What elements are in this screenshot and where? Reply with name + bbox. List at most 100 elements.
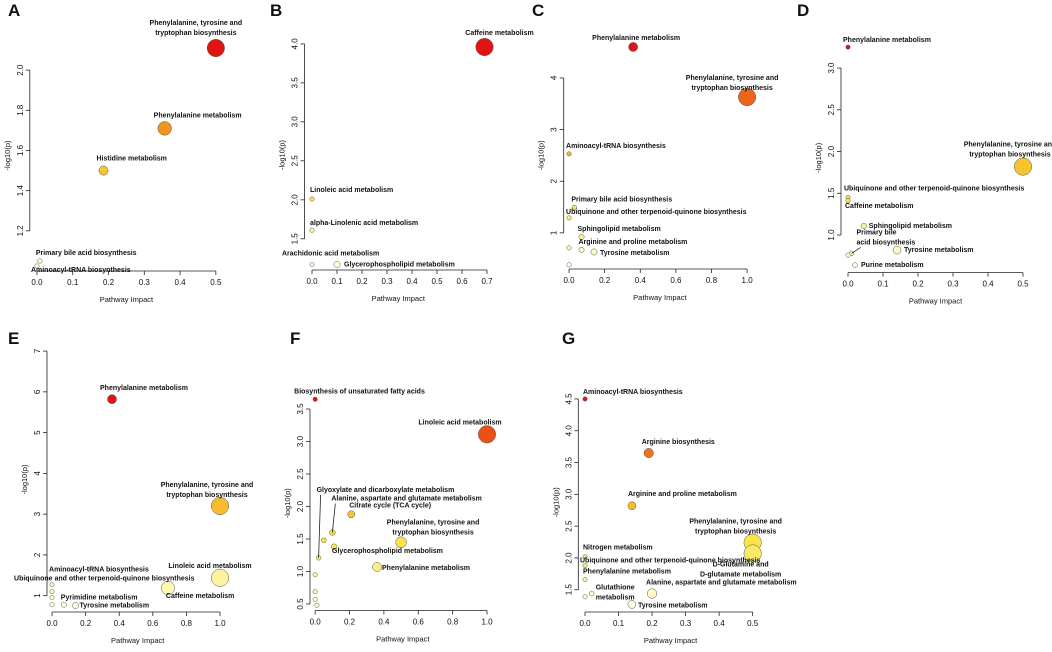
point-label: Citrate cycle (TCA cycle) [349,502,431,509]
point-label: D-Glutamine and D-glutamate metabolism [700,561,781,578]
panel-label: G [562,329,575,348]
point-label: Phenylalanine, tyrosine and tryptophan bi… [686,75,779,92]
point [372,562,382,572]
y-tick-label: 4 [550,75,559,80]
point [566,245,572,251]
point-label: Nitrogen metabolism [583,545,653,552]
point-label: Arginine biosynthesis [642,439,715,446]
y-axis-label: -log10(p) [551,487,560,518]
panel-label: E [8,329,19,348]
x-tick-label: 0.1 [331,277,343,286]
x-tick-label: 0.8 [706,276,718,285]
point-label: Arachidonic acid metabolism [282,251,379,258]
x-tick-label: 0.4 [406,277,418,286]
point-label: Phenylalanine metabolism [100,385,188,392]
y-tick-label: 2.5 [827,104,836,116]
point-label: Tyrosine metabolism [904,247,974,254]
point-label: Ubiquinone and other terpenoid-quinone b… [844,185,1025,192]
x-axis-label: Pathway Impact [111,636,165,645]
leader-line [331,503,336,533]
point [49,589,55,595]
y-tick-label: 2.0 [827,145,836,157]
point [578,246,585,253]
x-axis-label: Pathway Impact [100,295,154,304]
point-label: Caffeine metabolism [166,593,234,600]
y-tick-label: 1.5 [827,187,836,199]
leader-line [851,247,861,254]
point [582,594,588,600]
point-label: Aminoacyl-tRNA biosynthesis [31,267,131,274]
x-tick-label: 1.0 [481,618,493,627]
point [160,581,175,595]
x-tick-label: 0.2 [103,278,115,287]
point-label: alpha-Linolenic acid metabolism [310,220,418,227]
point [206,39,225,57]
point [37,258,43,264]
point [347,510,356,519]
point-label: Caffeine metabolism [845,203,913,210]
point [627,501,637,511]
panel: C 0.0 0.2 0.4 0.6 0.8 1.0 1 2 3 4 Pathway Impact -lo… [532,1,778,302]
point-label: Aminoacyl-tRNA biosynthesis [583,389,683,396]
point-label: Sphingolipid metabolism [578,226,661,233]
y-tick-label: 1 [33,593,42,598]
point [860,222,867,229]
y-tick-label: 1.5 [291,233,300,245]
y-tick-label: 4.5 [564,393,573,405]
point [845,198,851,204]
x-tick-label: 0.0 [563,276,575,285]
x-axis-label: Pathway Impact [376,635,430,644]
point [589,590,595,597]
x-tick-label: 0.2 [912,280,924,289]
x-tick-label: 0.4 [714,619,726,628]
point [478,425,496,444]
x-tick-label: 0.8 [447,618,459,627]
panel-label: A [8,1,20,20]
point-label: Tyrosine metabolism [80,602,150,609]
y-tick-label: 2.5 [296,468,305,480]
y-tick-label: 3.5 [291,77,300,89]
x-axis-label: Pathway Impact [644,636,698,645]
point [395,536,407,548]
point [566,151,572,157]
x-tick-label: 0.3 [680,619,692,628]
x-tick-label: 0.5 [1017,280,1029,289]
point-label: Linoleic acid metabolism [310,187,393,194]
point-label: Aminoacyl-tRNA biosynthesis [566,143,666,150]
point [312,589,318,595]
point-label: Phenylalanine, tyrosine and tryptophan bi… [964,142,1052,159]
panel: E 0.0 0.2 0.4 0.6 0.8 1.0 1 2 3 4 5 6 7 Pathway Impact… [8,329,253,645]
y-tick-label: 1 [550,230,559,235]
point [211,497,229,515]
x-tick-label: 0.6 [670,276,682,285]
point-label: Ubiquinone and other terpenoid-quinone b… [566,209,747,216]
x-tick-label: 0.6 [456,277,468,286]
y-tick-label: 2.5 [291,155,300,167]
x-tick-label: 0.5 [747,619,759,628]
x-tick-label: 0.0 [306,277,318,286]
y-axis-label: -log10(p) [20,464,29,495]
y-tick-label: 4.0 [291,38,300,50]
y-axis-label: -log10(p) [537,140,546,171]
point [845,44,851,50]
point-label: Phenylalanine metabolism [592,35,680,42]
point [582,396,588,402]
panel: B 0.0 0.1 0.2 0.3 0.4 0.5 0.6 0.7 1.5 2.0 2.5 3.0 3.5… [270,1,534,303]
point-label: Phenylalanine, tyrosine and tryptophan bi… [161,482,254,499]
point [647,588,658,599]
y-tick-label: 2 [33,552,42,557]
x-tick-label: 0.3 [139,278,151,287]
point [34,263,40,269]
x-tick-label: 0.4 [175,278,187,287]
point-label: Arginine and proline metabolism [579,239,688,246]
panel: D 0.0 0.1 0.2 0.3 0.4 0.5 1.0 1.5 2.0 2.5 3.0 Pathwa… [797,1,1052,306]
point [312,572,318,578]
point [49,582,55,588]
point-label: Histidine metabolism [97,156,167,163]
point [590,248,598,256]
x-axis-label: Pathway Impact [372,294,426,303]
y-tick-label: 6 [33,389,42,394]
point-label: Purine metabolism [861,262,924,269]
x-tick-label: 0.3 [381,277,393,286]
point-label: Phenylalanine, tyrosine and tryptophan bi… [387,519,480,536]
